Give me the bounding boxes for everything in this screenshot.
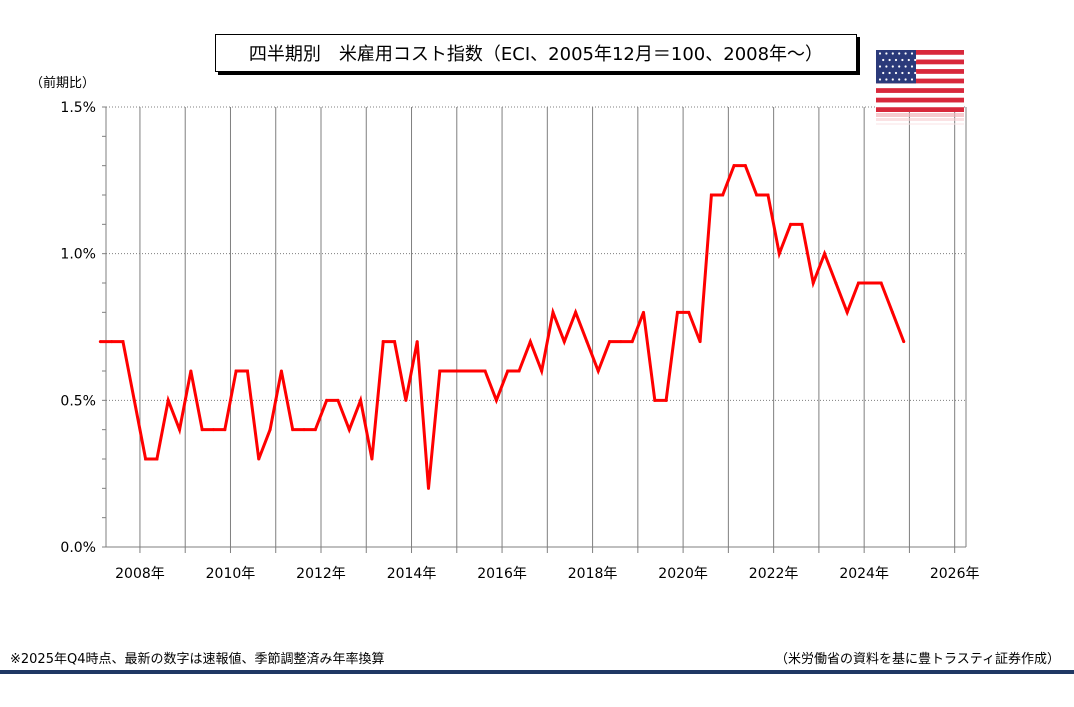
- data-point: [257, 457, 261, 461]
- y-tick-label: 0.0%: [60, 540, 96, 556]
- data-point: [427, 486, 430, 490]
- data-point: [755, 193, 759, 197]
- x-tick-label: 2018年: [568, 566, 618, 582]
- data-point: [698, 340, 702, 344]
- data-point: [619, 340, 623, 344]
- data-point: [789, 222, 793, 226]
- data-point: [155, 457, 159, 461]
- bottom-rule: [0, 670, 1074, 674]
- data-point: [381, 340, 385, 344]
- data-point: [709, 193, 713, 197]
- data-point: [687, 310, 691, 314]
- data-point: [200, 428, 204, 432]
- data-point: [551, 310, 555, 314]
- grid-lines: [106, 106, 966, 547]
- data-point: [302, 428, 306, 432]
- data-point: [483, 369, 487, 373]
- data-point: [144, 457, 148, 461]
- y-tick-label: 1.5%: [60, 100, 96, 116]
- tick-labels: 0.0% 0.5% 1.0% 1.5% 2008年 2010年 2012年 2014年 2016…: [60, 100, 979, 582]
- line-chart: 0.0% 0.5% 1.0% 1.5% 2008年 2010年 2012年 2014年 2016…: [60, 100, 979, 582]
- data-point: [834, 281, 838, 285]
- series-line: [100, 164, 906, 489]
- data-point: [506, 369, 510, 373]
- data-point: [857, 281, 860, 285]
- data-point: [879, 281, 883, 285]
- x-tick-label: 2016年: [477, 566, 527, 582]
- data-point: [268, 428, 272, 432]
- data-point: [415, 340, 419, 344]
- x-tick-label: 2010年: [206, 566, 256, 582]
- data-point: [540, 369, 544, 373]
- data-point: [777, 252, 781, 256]
- data-point: [359, 398, 363, 402]
- data-point: [279, 369, 283, 373]
- data-point: [393, 340, 397, 344]
- data-point: [325, 398, 329, 402]
- y-tick-label: 0.5%: [60, 393, 96, 409]
- data-point: [494, 398, 498, 402]
- data-point: [132, 398, 136, 402]
- data-point: [438, 369, 442, 373]
- data-point: [630, 340, 634, 344]
- y-axis-unit-label: （前期比）: [30, 76, 96, 91]
- data-point: [743, 164, 747, 168]
- x-tick-label: 2008年: [115, 566, 165, 582]
- data-point: [189, 369, 193, 373]
- data-point: [370, 457, 374, 461]
- data-point: [223, 428, 227, 432]
- data-point: [642, 310, 645, 314]
- us-flag-icon: [876, 50, 964, 125]
- data-point: [336, 398, 340, 402]
- data-point: [721, 193, 725, 197]
- x-tick-label: 2020年: [658, 566, 708, 582]
- data-point: [313, 428, 317, 432]
- x-tick-label: 2012年: [296, 566, 346, 582]
- series-layer: [98, 164, 906, 490]
- data-point: [404, 398, 408, 402]
- data-point: [245, 369, 249, 373]
- data-point: [574, 310, 578, 314]
- data-point: [585, 340, 589, 344]
- data-point: [868, 281, 872, 285]
- data-point: [823, 252, 827, 256]
- data-point: [890, 310, 894, 314]
- data-point: [449, 369, 453, 373]
- data-point: [472, 369, 476, 373]
- data-point: [178, 428, 182, 432]
- data-point: [653, 398, 657, 402]
- data-point: [845, 310, 849, 314]
- data-point: [110, 340, 114, 344]
- x-tick-label: 2026年: [930, 566, 980, 582]
- data-point: [528, 340, 532, 344]
- data-point: [166, 398, 170, 402]
- x-tick-label: 2022年: [749, 566, 799, 582]
- footnote-note: ※2025年Q4時点、最新の数字は速報値、季節調整済み年率換算: [10, 652, 385, 667]
- data-point: [766, 193, 770, 197]
- x-tick-label: 2024年: [839, 566, 889, 582]
- data-point: [732, 164, 736, 168]
- data-point: [608, 340, 612, 344]
- data-point: [596, 369, 600, 373]
- data-point: [902, 340, 906, 344]
- data-point: [234, 369, 238, 373]
- axes: [102, 106, 967, 553]
- data-point: [98, 340, 102, 344]
- data-point: [212, 428, 215, 432]
- data-point: [811, 281, 815, 285]
- data-point: [460, 369, 464, 373]
- data-point: [675, 310, 679, 314]
- data-point: [517, 369, 521, 373]
- data-point: [291, 428, 295, 432]
- data-point: [121, 340, 125, 344]
- x-tick-label: 2014年: [387, 566, 437, 582]
- footnote-source: （米労働省の資料を基に豊トラスティ証券作成）: [775, 652, 1060, 667]
- data-point: [664, 398, 668, 402]
- data-point: [347, 428, 351, 432]
- y-tick-label: 1.0%: [60, 247, 96, 263]
- data-point: [562, 340, 566, 344]
- data-point: [800, 222, 804, 226]
- chart-title: 四半期別 米雇用コスト指数（ECI、2005年12月＝100、2008年～）: [215, 34, 857, 72]
